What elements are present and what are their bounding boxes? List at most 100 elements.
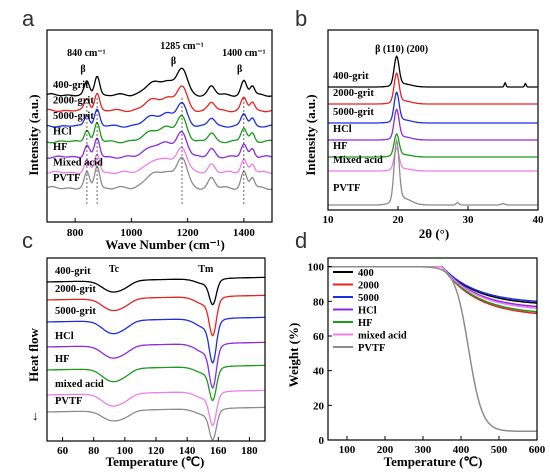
dsc-series-label: 5000-grit xyxy=(55,306,96,317)
ftir-annotation: 1285 cm⁻¹ xyxy=(160,41,204,52)
ftir-series-label: HCl xyxy=(53,127,72,138)
xrd-series-line xyxy=(328,133,538,158)
ftir-annotation: β xyxy=(237,64,242,75)
xrd-series-label: Mixed acid xyxy=(333,155,383,166)
tga-legend-label: HCl xyxy=(358,306,377,317)
tga-ytick-label: 0 xyxy=(319,435,325,447)
tga-ytick-label: 40 xyxy=(313,366,325,378)
ftir-annotation: β xyxy=(171,56,176,67)
dsc-xlabel: Temperature (℃) xyxy=(106,454,205,469)
ftir-xlabel: Wave Number (cm⁻¹) xyxy=(105,237,225,252)
ftir-series-line xyxy=(46,67,273,97)
dsc-series-label: HCl xyxy=(55,331,74,342)
dsc-series-label: mixed acid xyxy=(55,379,104,390)
tga-xtick-label: 500 xyxy=(491,444,508,456)
ftir-series-line xyxy=(46,101,273,128)
dsc-xtick-label: 80 xyxy=(88,445,100,457)
ftir-ylabel: Intensity (a.u.) xyxy=(26,94,41,175)
dsc-xtick-label: 140 xyxy=(179,445,196,457)
dsc-series-label: 2000-grit xyxy=(55,284,96,295)
tga-series-line xyxy=(328,265,537,433)
xrd-series-line xyxy=(328,108,538,141)
dsc-xtick-label: 160 xyxy=(210,445,227,457)
xrd-series-label: HF xyxy=(333,141,348,152)
xrd-plot-area: 400-grit 2000-grit 5000-grit HCl HF Mixed aci… xyxy=(323,44,545,226)
tga-ytick-label: 20 xyxy=(313,400,325,412)
xrd-series-line xyxy=(328,72,538,105)
tga-xtick-label: 300 xyxy=(415,444,432,456)
ftir-series-line xyxy=(47,130,273,159)
panel-letter-a: a xyxy=(22,6,35,31)
panel-letter-b: b xyxy=(295,6,307,31)
tga-legend-label: HF xyxy=(358,318,373,329)
dsc-xtick-label: 60 xyxy=(57,445,69,457)
xrd-series-label: PVTF xyxy=(333,183,360,194)
ftir-xtick-label: 800 xyxy=(67,227,84,239)
tga-ytick-label: 100 xyxy=(308,262,325,274)
xrd-annotation: β (110) (200) xyxy=(375,44,428,55)
tga-xtick-label: 100 xyxy=(339,444,356,456)
dsc-panel: Heat flow ↓ Temperature (℃) 400-grit 2000… xyxy=(26,257,266,469)
ftir-plot-area: 400-grit 2000-grit 5000-grit HCl HF Mixed aci… xyxy=(46,41,273,239)
xrd-series-line xyxy=(328,147,538,172)
dsc-series-line xyxy=(47,364,265,402)
tga-ytick-label: 80 xyxy=(313,296,325,308)
tga-xtick-label: 200 xyxy=(377,444,394,456)
dsc-series-line xyxy=(47,316,265,364)
xrd-panel: Intensity (a.u.) 2θ (°) 400-grit 2000-gri… xyxy=(303,29,545,241)
xrd-xtick-label: 40 xyxy=(533,214,545,226)
xrd-ylabel: Intensity (a.u.) xyxy=(303,94,318,175)
dsc-xtick-label: 100 xyxy=(117,445,134,457)
dsc-series-line xyxy=(47,406,265,441)
tga-legend-label: mixed acid xyxy=(358,331,407,342)
xrd-series-label: 5000-grit xyxy=(333,107,374,118)
tga-legend-label: PVTF xyxy=(358,343,385,354)
dsc-xtick-label: 120 xyxy=(148,445,165,457)
xrd-frame xyxy=(327,29,539,211)
panel-letter-c: c xyxy=(22,228,33,253)
xrd-series-label: HCl xyxy=(333,124,352,135)
dsc-arrow: ↓ xyxy=(32,408,39,423)
xrd-series-line xyxy=(328,138,538,206)
ftir-series-label: Mixed acid xyxy=(53,158,103,169)
dsc-annotation: Tm xyxy=(198,264,214,275)
tga-panel: Weight (%) Temperature (℃) 40020005000HC… xyxy=(286,257,546,469)
dsc-series-label: HF xyxy=(55,354,70,365)
tga-xtick-label: 400 xyxy=(453,444,470,456)
dsc-series-label: PVTF xyxy=(55,396,82,407)
ftir-annotation: 1400 cm⁻¹ xyxy=(222,48,266,59)
tga-ylabel: Weight (%) xyxy=(286,323,301,388)
ftir-panel: Intensity (a.u.) Wave Number (cm⁻¹) 400-… xyxy=(26,29,273,252)
xrd-series-label: 400-grit xyxy=(333,71,369,82)
ftir-xtick-label: 1000 xyxy=(120,227,143,239)
ftir-annotation: β xyxy=(80,64,85,75)
tga-legend-label: 5000 xyxy=(358,293,379,304)
tga-xtick-label: 600 xyxy=(529,444,546,456)
tga-legend-label: 400 xyxy=(358,268,374,279)
xrd-xlabel: 2θ (°) xyxy=(419,226,449,241)
dsc-ylabel: Heat flow xyxy=(26,327,41,381)
ftir-series-label: PVTF xyxy=(53,173,80,184)
dsc-series-line xyxy=(47,294,265,337)
xrd-xtick-label: 20 xyxy=(393,214,405,226)
ftir-series-line xyxy=(46,146,273,175)
xrd-xtick-label: 30 xyxy=(463,214,475,226)
dsc-series-line xyxy=(47,276,265,306)
ftir-series-line xyxy=(47,85,273,113)
dsc-xtick-label: 180 xyxy=(241,445,258,457)
ftir-annotation: 840 cm⁻¹ xyxy=(67,48,106,59)
ftir-series-label: 5000-grit xyxy=(53,111,94,122)
ftir-series-label: HF xyxy=(53,142,68,153)
xrd-series-label: 2000-grit xyxy=(333,88,374,99)
dsc-annotation: Tc xyxy=(109,264,120,275)
tga-frame xyxy=(327,257,538,441)
tga-ytick-label: 60 xyxy=(313,331,325,343)
ftir-series-label: 400-grit xyxy=(53,80,89,91)
ftir-frame xyxy=(46,29,273,223)
ftir-xtick-label: 1200 xyxy=(177,227,200,239)
dsc-plot-area: 400-grit 2000-grit 5000-grit HCl HF mixed aci… xyxy=(47,264,265,457)
ftir-xtick-label: 1400 xyxy=(233,227,256,239)
dsc-series-line xyxy=(47,389,265,427)
